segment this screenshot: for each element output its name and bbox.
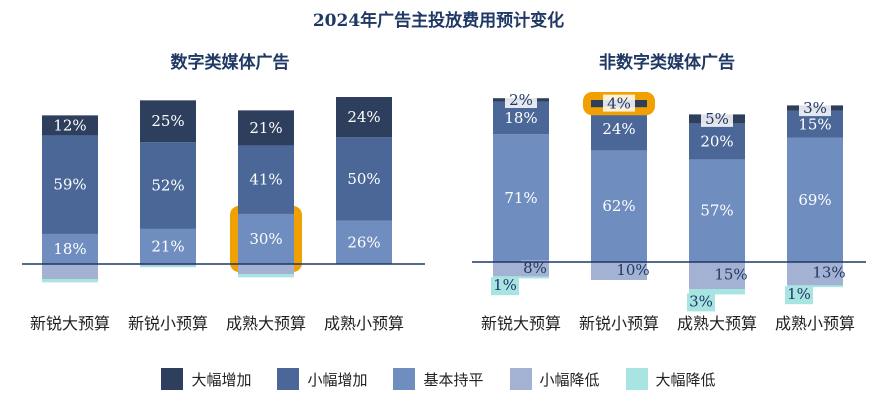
chart-title: 2024年广告主投放费用预计变化 [312,11,565,31]
data-label: 30% [249,230,282,248]
bar-segment [336,97,392,138]
legend-swatch [509,368,532,390]
legend-label: 大幅增加 [191,370,252,389]
bar-segment [493,134,549,262]
bar-segment [140,100,196,143]
bar-segment [689,159,745,262]
label-backdrop [799,99,831,117]
data-label: 5% [705,110,729,128]
data-label: 71% [504,189,537,207]
bar-segment [42,264,98,280]
legend-item: 小幅增加 [277,368,367,390]
bar-segment [238,213,294,264]
label-backdrop [701,109,733,127]
data-label: 24% [602,120,635,138]
label-backdrop [815,264,843,283]
legend-item: 大幅增加 [161,368,251,390]
chart-canvas: 18% 59% 12% 新锐大预算 21% 52% 25% 新锐小预算 30% 41% 21% 成熟大… [22,91,866,333]
bar-segment [42,279,98,283]
panel-title-digital: 数字类媒体广告 [170,53,290,73]
data-label: 18% [53,240,86,258]
data-label: 62% [602,197,635,215]
bar-segment [238,110,294,146]
bar-segment [787,137,843,262]
bar-segment [787,285,843,288]
legend-item: 基本持平 [393,368,484,390]
bar-segment [238,274,294,278]
legend-label: 小幅降低 [539,370,600,389]
data-label: 21% [151,237,184,255]
data-label: 24% [347,108,380,126]
bar-segment [140,228,196,264]
category-label: 成熟大预算 [677,314,757,333]
legend-swatch [625,368,648,390]
data-label: 15% [714,266,747,284]
bar-segment [42,233,98,264]
bar-segment [493,276,549,279]
data-label: 59% [53,176,86,194]
legend-swatch [393,368,416,390]
label-backdrop [505,91,537,108]
category-label: 成熟小预算 [775,314,855,333]
label-backdrop [785,286,813,305]
data-label: 25% [151,112,184,130]
legend-swatch [161,368,184,390]
label-backdrop [687,293,715,312]
label-backdrop [491,277,519,296]
data-label: 41% [249,171,282,189]
legend-item: 小幅降低 [509,368,600,390]
bar-segment [140,265,196,268]
data-label: 20% [700,132,733,150]
data-label: 18% [504,109,537,127]
bar-segment [591,150,647,262]
legend-label: 大幅降低 [655,370,716,389]
category-label: 新锐小预算 [128,314,208,333]
legend-label: 小幅增加 [307,370,368,389]
data-label: 69% [798,191,831,209]
legend-label: 基本持平 [423,370,484,389]
bar-segment [42,135,98,234]
data-label: 57% [700,202,733,220]
bar-segment [140,142,196,229]
data-label: 1% [493,276,517,294]
data-label: 4% [607,95,631,113]
bar-segment [689,123,745,160]
legend-swatch [277,368,300,390]
data-label: 3% [689,292,713,310]
data-label: 13% [812,264,845,282]
data-label: 52% [151,177,184,195]
data-label: 50% [347,170,380,188]
bar-segment [238,145,294,214]
data-label: 2% [509,91,533,109]
category-label: 成熟小预算 [324,314,404,333]
category-label: 新锐大预算 [481,314,561,333]
bar-segment [238,264,294,275]
legend: 大幅增加 小幅增加 基本持平 小幅降低 大幅降低 [0,368,877,390]
label-backdrop [603,94,635,112]
label-backdrop [521,260,549,279]
bar-segment [689,289,745,295]
data-label: 15% [798,115,831,133]
bar-segment [336,220,392,264]
data-label: 3% [803,99,827,117]
category-label: 新锐大预算 [30,314,110,333]
category-label: 新锐小预算 [579,314,659,333]
label-backdrop [717,266,745,285]
bar-segment [140,264,196,266]
data-label: 26% [347,233,380,251]
panel-title-non-digital: 非数字类媒体广告 [599,53,735,73]
data-label: 1% [787,285,811,303]
category-label: 成熟大预算 [226,314,306,333]
data-label: 10% [616,261,649,279]
data-label: 12% [53,116,86,134]
legend-item: 大幅降低 [625,368,716,390]
bar-segment [42,115,98,136]
data-label: 8% [523,259,547,277]
data-label: 21% [249,119,282,137]
label-backdrop [619,262,647,280]
bar-segment [336,137,392,221]
